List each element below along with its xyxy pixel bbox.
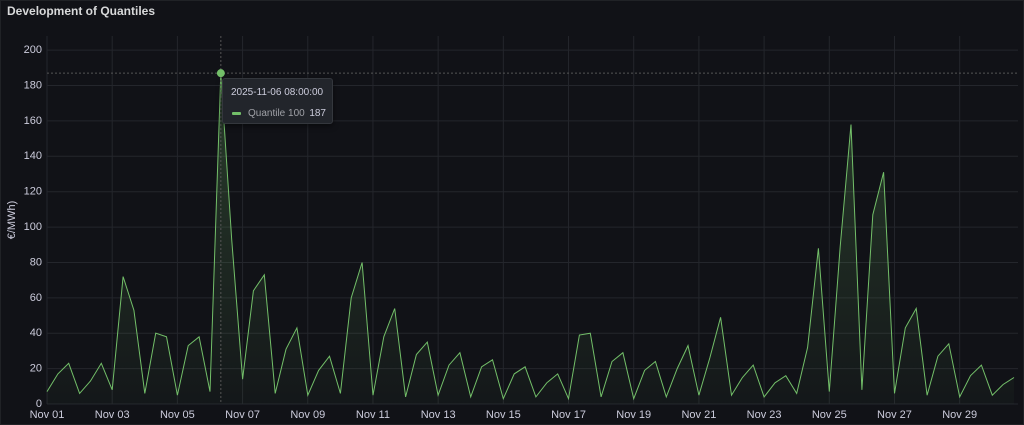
- y-axis-label: €/MWh): [6, 201, 18, 240]
- highlight-point: [216, 69, 225, 78]
- area: [47, 73, 1014, 404]
- x-tick-label: Nov 27: [877, 409, 912, 421]
- x-tick-label: Nov 21: [681, 409, 716, 421]
- y-tick-label: 80: [30, 256, 42, 268]
- y-tick-label: 200: [24, 44, 42, 56]
- tooltip-swatch: [232, 112, 241, 115]
- y-tick-label: 180: [24, 79, 42, 91]
- y-tick-label: 100: [24, 221, 42, 233]
- tooltip-series: Quantile 100: [248, 108, 305, 119]
- y-tick-label: 160: [24, 115, 42, 127]
- x-tick-label: Nov 13: [421, 409, 456, 421]
- x-tick-label: Nov 09: [290, 409, 325, 421]
- x-tick-label: Nov 25: [812, 409, 847, 421]
- y-tick-label: 60: [30, 292, 42, 304]
- y-tick-label: 20: [30, 363, 42, 375]
- tooltip: 2025-11-06 08:00:00 Quantile 100 187: [222, 78, 333, 124]
- y-tick-label: 0: [36, 398, 42, 410]
- x-tick-label: Nov 15: [486, 409, 521, 421]
- line: [46, 73, 1015, 401]
- y-tick-label: 140: [24, 150, 42, 162]
- x-tick-label: Nov 23: [747, 409, 782, 421]
- y-tick-label: 120: [24, 186, 42, 198]
- x-tick-label: Nov 11: [356, 409, 390, 421]
- y-tick-label: 40: [30, 327, 42, 339]
- x-tick-label: Nov 19: [616, 409, 651, 421]
- panel-title: Development of Quantiles: [7, 4, 155, 18]
- x-tick-label: Nov 07: [225, 409, 260, 421]
- x-tick-label: Nov 17: [551, 409, 586, 421]
- x-tick-label: Nov 01: [30, 409, 65, 421]
- tooltip-time: 2025-11-06 08:00:00: [231, 87, 324, 98]
- x-tick-label: Nov 29: [942, 409, 977, 421]
- x-tick-label: Nov 03: [95, 409, 130, 421]
- x-tick-label: Nov 05: [160, 409, 195, 421]
- tooltip-value: 187: [309, 108, 326, 119]
